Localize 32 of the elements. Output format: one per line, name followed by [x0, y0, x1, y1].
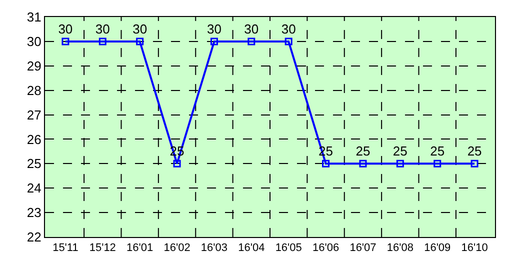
x-tick-label: 15'11 [52, 242, 78, 254]
x-tick-label: 16'06 [312, 242, 340, 254]
y-tick-label: 26 [26, 132, 42, 147]
x-tick-label: 16'09 [424, 242, 451, 254]
x-tick-label: 16'01 [126, 242, 154, 254]
x-tick-label: 16'04 [238, 242, 265, 254]
x-tick-label: 16'05 [275, 242, 302, 254]
y-tick-label: 30 [26, 34, 42, 49]
x-tick-label: 16'03 [200, 242, 228, 254]
x-tick-label: 16'02 [164, 242, 190, 254]
x-tick-label: 16'08 [386, 242, 414, 254]
y-tick-label: 27 [26, 107, 42, 122]
y-tick-label: 23 [26, 205, 42, 220]
data-label: 25 [392, 144, 408, 159]
data-label: 30 [95, 21, 110, 36]
y-tick-label: 29 [26, 58, 42, 74]
data-label: 30 [281, 21, 296, 36]
data-label: 30 [244, 21, 259, 36]
data-label: 30 [132, 21, 148, 36]
x-tick-label: 15'12 [89, 242, 116, 254]
data-label: 30 [206, 21, 222, 36]
y-tick-label: 31 [26, 10, 42, 25]
y-tick-label: 28 [26, 82, 42, 98]
x-tick-label: 16'10 [461, 242, 488, 254]
y-tick-label: 25 [26, 156, 42, 172]
data-label: 30 [58, 21, 73, 36]
data-label: 25 [356, 144, 370, 159]
y-tick-label: 22 [26, 230, 42, 245]
data-label: 25 [430, 144, 445, 159]
data-label: 25 [467, 144, 482, 159]
y-tick-label: 24 [26, 180, 42, 196]
x-tick-label: 16'07 [350, 242, 376, 254]
